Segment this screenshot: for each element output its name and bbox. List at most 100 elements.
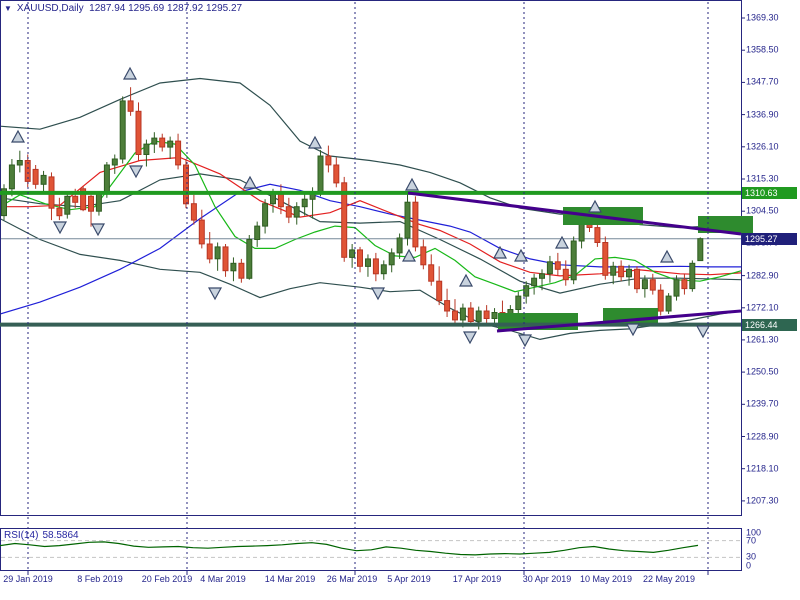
candle bbox=[246, 239, 253, 279]
price-tick-label: 1228.90 bbox=[746, 431, 779, 442]
candle bbox=[689, 262, 696, 290]
candle bbox=[459, 307, 466, 321]
fractal-down-arrow-icon bbox=[370, 287, 386, 301]
candle bbox=[681, 279, 688, 290]
price-tick-label: 1250.50 bbox=[746, 366, 779, 377]
candle bbox=[539, 273, 545, 279]
candle bbox=[24, 160, 31, 182]
rsi-indicator-value: 58.5864 bbox=[42, 530, 79, 541]
candle bbox=[380, 264, 387, 275]
date-label: 22 May 2019 bbox=[642, 574, 696, 584]
rsi-tick-label: 70 bbox=[746, 535, 757, 546]
candle bbox=[159, 137, 166, 148]
rsi-tick-label: 100 bbox=[746, 527, 762, 538]
candle bbox=[491, 312, 498, 319]
trendline[interactable] bbox=[407, 191, 742, 236]
candle bbox=[357, 249, 363, 267]
rsi-pane-border bbox=[0, 528, 742, 571]
candle bbox=[325, 155, 332, 166]
main-pane-border bbox=[0, 0, 742, 516]
candle bbox=[190, 203, 197, 221]
price-tick-label: 1369.30 bbox=[746, 12, 779, 23]
price-tick-label: 1282.90 bbox=[746, 270, 779, 281]
candle bbox=[254, 225, 261, 241]
candle bbox=[222, 246, 229, 272]
candle bbox=[8, 164, 15, 190]
fractal-up-arrow-icon bbox=[659, 249, 675, 263]
candle bbox=[277, 192, 284, 208]
chart-ohlc-values: 1287.94 1295.69 1287.92 1295.27 bbox=[89, 3, 243, 14]
candle bbox=[301, 198, 308, 208]
candle bbox=[452, 310, 458, 321]
fractal-up-arrow-icon bbox=[307, 135, 323, 149]
date-label: 8 Feb 2019 bbox=[77, 574, 123, 584]
fractal-down-arrow-icon bbox=[462, 331, 478, 345]
candle bbox=[475, 310, 482, 322]
candle bbox=[56, 207, 63, 217]
candle bbox=[88, 195, 94, 212]
candle bbox=[230, 262, 237, 272]
candle bbox=[317, 155, 324, 193]
candle bbox=[562, 268, 569, 281]
price-level-badge: 1266.44 bbox=[742, 318, 797, 331]
price-tick-label: 1358.50 bbox=[746, 44, 779, 55]
candle bbox=[285, 206, 292, 218]
rsi-tick-label: 0 bbox=[746, 560, 752, 571]
fractal-down-arrow-icon bbox=[52, 221, 68, 235]
rsi-line bbox=[0, 541, 699, 556]
date-label: 20 Feb 2019 bbox=[141, 574, 193, 584]
fractal-up-arrow-icon bbox=[10, 129, 26, 143]
candle bbox=[428, 264, 435, 282]
date-label: 30 Apr 2019 bbox=[522, 574, 572, 584]
date-label: 10 May 2019 bbox=[579, 574, 633, 584]
price-tick-label: 1326.10 bbox=[746, 141, 779, 152]
price-tick-label: 1304.50 bbox=[746, 205, 779, 216]
candle bbox=[333, 164, 340, 184]
candle bbox=[396, 237, 403, 254]
trendline[interactable] bbox=[496, 309, 742, 333]
candle bbox=[262, 203, 269, 227]
candle bbox=[127, 100, 134, 112]
candle bbox=[64, 195, 71, 215]
rsi-indicator-name: RSI(14) bbox=[4, 530, 39, 541]
fractal-up-arrow-icon bbox=[242, 175, 258, 189]
price-tick-label: 1239.70 bbox=[746, 398, 779, 409]
price-tick-label: 1315.30 bbox=[746, 173, 779, 184]
candle bbox=[16, 160, 23, 166]
fractal-down-arrow-icon bbox=[207, 287, 223, 301]
price-tick-label: 1347.70 bbox=[746, 76, 779, 87]
candle bbox=[183, 164, 189, 205]
fractal-down-arrow-icon bbox=[625, 323, 641, 337]
supply-demand-zone[interactable] bbox=[698, 216, 753, 233]
candle bbox=[143, 143, 150, 156]
rsi-tick-label: 30 bbox=[746, 551, 757, 562]
fractal-down-arrow-icon bbox=[517, 334, 533, 348]
candle bbox=[546, 261, 553, 275]
chart-title: ▼ XAUUSD,Daily 1287.94 1295.69 1287.92 12… bbox=[4, 3, 242, 14]
fractal-up-arrow-icon bbox=[513, 248, 529, 262]
fractal-up-arrow-icon bbox=[404, 177, 420, 191]
candle bbox=[111, 158, 118, 166]
symbol-dropdown-icon[interactable]: ▼ bbox=[4, 4, 12, 13]
candle bbox=[483, 310, 490, 319]
candle bbox=[175, 140, 182, 166]
ma-line-green bbox=[0, 140, 742, 293]
date-label: 5 Apr 2019 bbox=[387, 574, 431, 584]
date-label: 4 Mar 2019 bbox=[200, 574, 246, 584]
candle bbox=[341, 182, 348, 258]
candle bbox=[657, 289, 664, 312]
candle bbox=[32, 168, 39, 185]
candle bbox=[404, 201, 411, 239]
price-tick-label: 1261.30 bbox=[746, 334, 779, 345]
date-label: 14 Mar 2019 bbox=[264, 574, 316, 584]
candle bbox=[103, 164, 110, 194]
chart-symbol-timeframe: XAUUSD,Daily bbox=[16, 3, 84, 14]
price-level-badge: 1295.27 bbox=[742, 232, 797, 245]
candle bbox=[436, 280, 443, 302]
candle bbox=[95, 192, 102, 212]
candle bbox=[673, 279, 680, 297]
candle bbox=[72, 195, 79, 203]
candle bbox=[665, 295, 672, 312]
